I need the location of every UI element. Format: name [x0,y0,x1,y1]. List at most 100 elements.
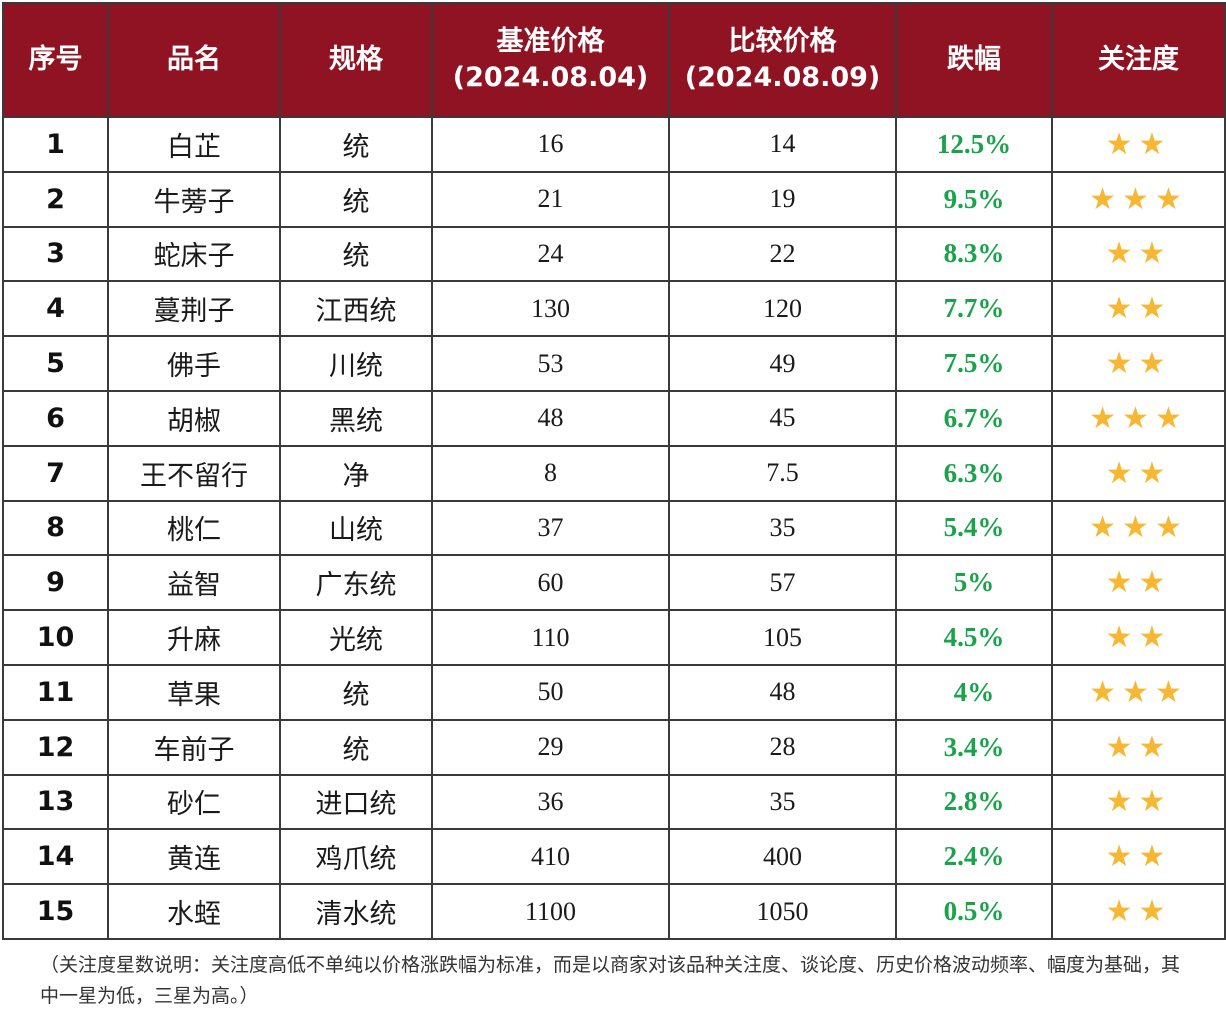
row-index: 14 [2,828,109,886]
herb-spec: 山统 [279,499,433,557]
attention-stars-icon: ★★ [1051,718,1226,776]
row-index: 8 [2,499,109,557]
base-price: 24 [431,225,670,283]
attention-stars-icon: ★★ [1051,444,1226,502]
attention-stars-icon: ★★★ [1051,663,1226,721]
base-price: 50 [431,663,670,721]
header-compare-price-date: (2024.08.09) [684,62,881,93]
herb-name: 牛蒡子 [107,170,281,228]
attention-stars-icon: ★★★ [1051,170,1226,228]
attention-legend-note: （关注度星数说明：关注度高低不单纯以价格涨跌幅为标准，而是以商家对该品种关注度、… [40,954,1181,1007]
herb-spec: 进口统 [279,773,433,831]
base-price: 60 [431,554,670,612]
herb-spec: 净 [279,444,433,502]
base-price: 48 [431,389,670,447]
herb-name: 王不留行 [107,444,281,502]
table-row: 8 桃仁 山统 37 35 5.4% ★★★ [2,499,1226,557]
drop-percent: 4% [895,663,1053,721]
table-row: 7 王不留行净 8 7.5 6.3% ★★ [2,444,1226,502]
compare-price: 49 [668,335,897,392]
row-index: 6 [2,389,109,447]
row-index: 3 [2,225,109,283]
header-index: 序号 [2,2,109,118]
attention-stars-icon: ★★ [1051,280,1226,338]
compare-price: 105 [668,609,897,666]
compare-price: 22 [668,225,897,283]
table-row: 4 蔓荆子 江西统 130 120 7.7% ★★ [2,280,1226,338]
header-base-price-date: (2024.08.04) [452,62,649,93]
header-compare-price: 比较价格 (2024.08.09) [668,2,897,118]
compare-price: 57 [668,554,897,612]
drop-percent: 5.4% [895,499,1053,557]
herb-name: 黄连 [107,828,281,886]
table-row: 5 佛手 川统 53 49 7.5% ★★ [2,335,1226,392]
herb-spec: 江西统 [279,280,433,338]
header-base-price: 基准价格 (2024.08.04) [431,2,670,118]
drop-percent: 2.8% [895,773,1053,831]
herb-name: 白芷 [107,116,281,173]
herb-name: 水蛭 [107,883,281,940]
base-price: 53 [431,335,670,392]
header-base-price-label: 基准价格 [496,26,605,57]
drop-percent: 2.4% [895,828,1053,886]
herb-name: 蔓荆子 [107,280,281,338]
herb-spec: 光统 [279,609,433,666]
herb-spec: 统 [279,116,433,173]
compare-price: 45 [668,389,897,447]
herb-spec: 广东统 [279,554,433,612]
compare-price: 48 [668,663,897,721]
base-price: 1100 [431,883,670,940]
table-row: 10 升麻 光统 110 105 4.5% ★★ [2,609,1226,666]
drop-percent: 0.5% [895,883,1053,940]
drop-percent: 3.4% [895,718,1053,776]
header-name: 品名 [107,2,281,118]
base-price: 21 [431,170,670,228]
header-drop: 跌幅 [895,2,1053,118]
row-index: 11 [2,663,109,721]
herb-name: 砂仁 [107,773,281,831]
attention-stars-icon: ★★★ [1051,389,1226,447]
compare-price: 35 [668,499,897,557]
herb-spec: 统 [279,225,433,283]
herb-name: 胡椒 [107,389,281,447]
drop-percent: 4.5% [895,609,1053,666]
base-price: 16 [431,116,670,173]
compare-price: 1050 [668,883,897,940]
attention-stars-icon: ★★ [1051,554,1226,612]
herb-spec: 统 [279,663,433,721]
attention-stars-icon: ★★ [1051,116,1226,173]
herb-spec: 统 [279,718,433,776]
attention-stars-icon: ★★ [1051,883,1226,940]
drop-percent: 5% [895,554,1053,612]
base-price: 29 [431,718,670,776]
table-row: 9 益智 广东统 60 57 5% ★★ [2,554,1226,612]
drop-percent: 6.7% [895,389,1053,447]
drop-percent: 7.5% [895,335,1053,392]
herb-name: 车前子 [107,718,281,776]
header-compare-price-label: 比较价格 [728,26,837,57]
row-index: 9 [2,554,109,612]
herb-spec: 统 [279,170,433,228]
herb-name: 草果 [107,663,281,721]
attention-stars-icon: ★★ [1051,773,1226,831]
row-index: 10 [2,609,109,666]
herb-name: 益智 [107,554,281,612]
table-row: 3 蛇床子统 24 22 8.3% ★★ [2,225,1226,283]
attention-stars-icon: ★★ [1051,828,1226,886]
base-price: 130 [431,280,670,338]
compare-price: 35 [668,773,897,831]
herb-spec: 黑统 [279,389,433,447]
row-index: 7 [2,444,109,502]
base-price: 410 [431,828,670,886]
attention-stars-icon: ★★★ [1051,499,1226,557]
compare-price: 400 [668,828,897,886]
header-spec: 规格 [279,2,433,118]
table-row: 11 草果统 50 48 4% ★★★ [2,663,1226,721]
compare-price: 120 [668,280,897,338]
herb-spec: 清水统 [279,883,433,940]
price-drop-table: 序号 品名 规格 基准价格 (2024.08.04) 比较价格 (2024.08… [2,2,1226,940]
row-index: 12 [2,718,109,776]
drop-percent: 8.3% [895,225,1053,283]
compare-price: 14 [668,116,897,173]
